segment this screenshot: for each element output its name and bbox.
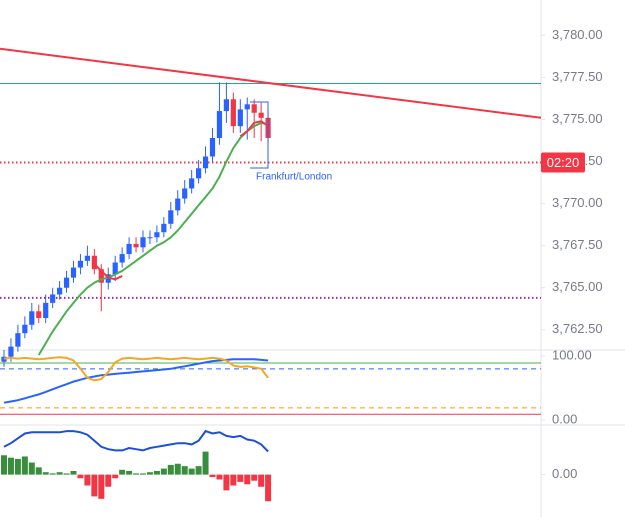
candle-body [147, 237, 153, 239]
candle-body [63, 277, 70, 288]
histogram-bar [49, 473, 56, 475]
histogram-bar [133, 473, 140, 475]
y-tick-label: 3,780.00 [552, 27, 603, 42]
y-tick-label: 3,765.00 [552, 279, 603, 294]
histogram-bar [119, 469, 126, 475]
histogram-bar [160, 468, 167, 475]
histogram-bar [244, 474, 251, 485]
candle-body [36, 311, 42, 319]
histogram-bar [98, 474, 105, 499]
candle-body [223, 99, 229, 112]
histogram-bar [91, 474, 98, 497]
histogram-bar [251, 474, 258, 481]
candle-body [258, 112, 264, 118]
histogram-bar [202, 451, 209, 475]
y-tick-label: 3,770.00 [552, 195, 603, 210]
indicator-line [93, 120, 269, 281]
histogram-bar [7, 457, 14, 475]
histogram-bar [21, 456, 28, 475]
candle-body [237, 109, 243, 127]
candle-body [1, 356, 7, 362]
histogram-bar [56, 472, 63, 475]
y-tick-label: 3,777.50 [552, 69, 603, 84]
candle-body [126, 243, 132, 255]
histogram-bar [1, 455, 7, 475]
candle-body [84, 255, 90, 261]
histogram-bar [63, 473, 70, 475]
histogram-bar [265, 474, 272, 502]
y-tick-label: 0.00 [552, 411, 577, 426]
candle-body [182, 188, 188, 199]
candle-body [112, 262, 118, 275]
histogram-bar [112, 474, 119, 479]
candle-body [230, 99, 236, 127]
histogram-bar [181, 466, 188, 475]
y-tick-label: 3,767.50 [552, 237, 603, 252]
histogram-bar [126, 471, 133, 475]
candle-body [15, 333, 21, 347]
histogram-bar [223, 474, 230, 491]
price-badge [541, 152, 585, 173]
indicator-line [37, 121, 269, 356]
candle-body [189, 178, 195, 189]
candle-body [22, 324, 28, 334]
indicator-line [3, 358, 269, 404]
candle-body [98, 269, 104, 283]
candle-body [175, 198, 181, 211]
histogram-bar [28, 462, 35, 475]
price-badge-label: 02:20 [547, 155, 580, 170]
candle-body [50, 294, 56, 303]
histogram-bar [153, 471, 160, 475]
candle-body [70, 267, 77, 278]
candle-body [196, 168, 202, 179]
histogram-bar [77, 474, 84, 479]
histogram-bar [167, 464, 174, 475]
histogram-bar [14, 458, 21, 475]
candle-body [119, 254, 125, 263]
candle-body [133, 243, 139, 248]
indicator-line [3, 429, 269, 453]
histogram-bar [174, 463, 181, 475]
histogram-bar [84, 474, 91, 486]
candle-body [43, 302, 49, 319]
trendline [0, 47, 542, 119]
candle-body [8, 346, 14, 357]
candle-body [140, 237, 146, 248]
histogram-bar [146, 472, 153, 475]
histogram-bar [237, 474, 244, 482]
histogram-bar [105, 474, 112, 487]
histogram-bar [230, 474, 237, 486]
candle-body [202, 156, 209, 169]
y-tick-label: 3,762.50 [552, 321, 603, 336]
candle-body [168, 210, 174, 224]
session-label: Frankfurt/London [256, 172, 332, 183]
y-tick-label: 0.00 [552, 466, 577, 481]
histogram-bar [188, 468, 195, 475]
candle-body [57, 287, 63, 295]
candle-body [244, 104, 250, 110]
indicator-line [3, 356, 269, 382]
histogram-bar [140, 473, 146, 475]
histogram-bar [209, 474, 216, 478]
candle-body [251, 104, 257, 113]
histogram-bar [258, 474, 265, 487]
candle-body [77, 260, 84, 268]
candle-body [216, 111, 223, 138]
y-tick-label: 100.00 [552, 347, 592, 362]
candle-body [161, 223, 167, 233]
candle-body [154, 232, 160, 238]
histogram-bar [195, 466, 202, 475]
candle-body [209, 137, 216, 157]
candle-body [29, 311, 35, 325]
y-tick-label: 3,775.00 [552, 111, 603, 126]
histogram-bar [216, 474, 223, 480]
histogram-bar [42, 472, 49, 475]
session-box [250, 101, 269, 169]
histogram-bar [70, 471, 77, 475]
histogram-bar [35, 467, 42, 475]
candle-body [91, 255, 97, 270]
